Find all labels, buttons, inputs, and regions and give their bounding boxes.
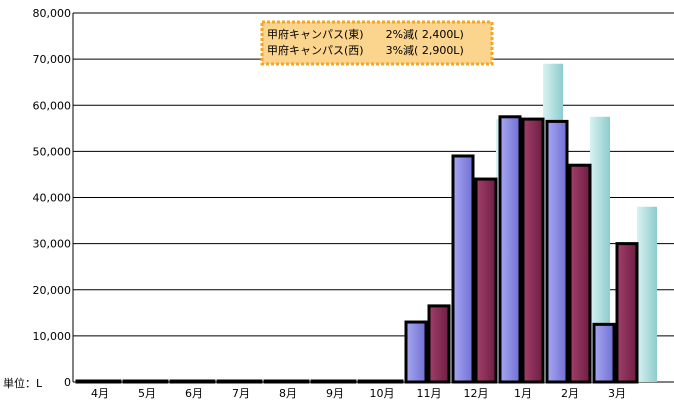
- x-tick-label: 8月: [279, 387, 297, 400]
- bar-series-1: [451, 154, 475, 384]
- bar-series-2: [615, 242, 639, 384]
- bar-series-2: [98, 379, 122, 384]
- x-tick-label: 12月: [464, 387, 489, 400]
- bar-series-1: [263, 379, 287, 384]
- y-tick-label: 0: [64, 376, 71, 389]
- bar-series-2: [521, 117, 545, 384]
- x-tick-label: 11月: [417, 387, 442, 400]
- y-tick-label: 50,000: [33, 145, 72, 158]
- bar-series-2: [239, 379, 263, 384]
- x-tick-label: 1月: [514, 387, 532, 400]
- x-tick-label: 9月: [326, 387, 344, 400]
- annotation-line-1: 甲府キャンパス(東) 2%減( 2,400L): [267, 27, 464, 41]
- annotation-box: 甲府キャンパス(東) 2%減( 2,400L) 甲府キャンパス(西) 3%減( …: [260, 20, 494, 66]
- gridlines: [72, 12, 674, 383]
- y-tick-label: 10,000: [33, 330, 72, 343]
- y-tick-label: 20,000: [33, 284, 72, 297]
- x-tick-label: 7月: [232, 387, 250, 400]
- bar-series-2: [286, 379, 310, 384]
- x-tick-label: 6月: [185, 387, 203, 400]
- y-tick-label: 30,000: [33, 238, 72, 251]
- bar-series-2: [192, 379, 216, 384]
- x-tick-label: 4月: [91, 387, 109, 400]
- y-tick-label: 60,000: [33, 99, 72, 112]
- bar-series-2: [333, 379, 357, 384]
- y-tick-label: 80,000: [33, 7, 72, 20]
- bar-series-3: [637, 206, 657, 382]
- bar-series-1: [75, 379, 99, 384]
- bar-series-1: [404, 320, 428, 384]
- x-axis-tick-labels: 4月 5月 6月 7月 8月 9月 10月 11月 12月 1月 2月 3月: [91, 387, 626, 400]
- annotation-box-frame: [260, 20, 494, 66]
- bar-series-2: [427, 304, 451, 384]
- bar-series-1: [545, 119, 569, 384]
- bar-series-2: [568, 163, 592, 384]
- bar-series-1: [592, 322, 616, 384]
- bar-series-1: [498, 115, 522, 384]
- annotation-line-2: 甲府キャンパス(西) 3%減( 2,900L): [267, 43, 464, 57]
- x-tick-label: 5月: [138, 387, 156, 400]
- y-tick-label: 40,000: [33, 192, 72, 205]
- bar-series-1: [122, 379, 146, 384]
- bar-series-2: [145, 379, 169, 384]
- unit-note: 単位：L: [3, 376, 43, 390]
- bar-series-2: [474, 177, 498, 384]
- bar-series-3: [590, 116, 610, 382]
- y-tick-label: 70,000: [33, 53, 72, 66]
- x-tick-label: 2月: [561, 387, 579, 400]
- bar-series-2: [380, 379, 404, 384]
- y-axis-tick-labels: 0 10,000 20,000 30,000 40,000 50,000 60,000 70,…: [33, 7, 72, 389]
- bar-series-1: [357, 379, 381, 384]
- bar-series-1: [216, 379, 240, 384]
- bar-series-1: [310, 379, 334, 384]
- bar-series-1: [169, 379, 193, 384]
- x-tick-label: 10月: [370, 387, 395, 400]
- bars: [75, 63, 657, 384]
- x-tick-label: 3月: [608, 387, 626, 400]
